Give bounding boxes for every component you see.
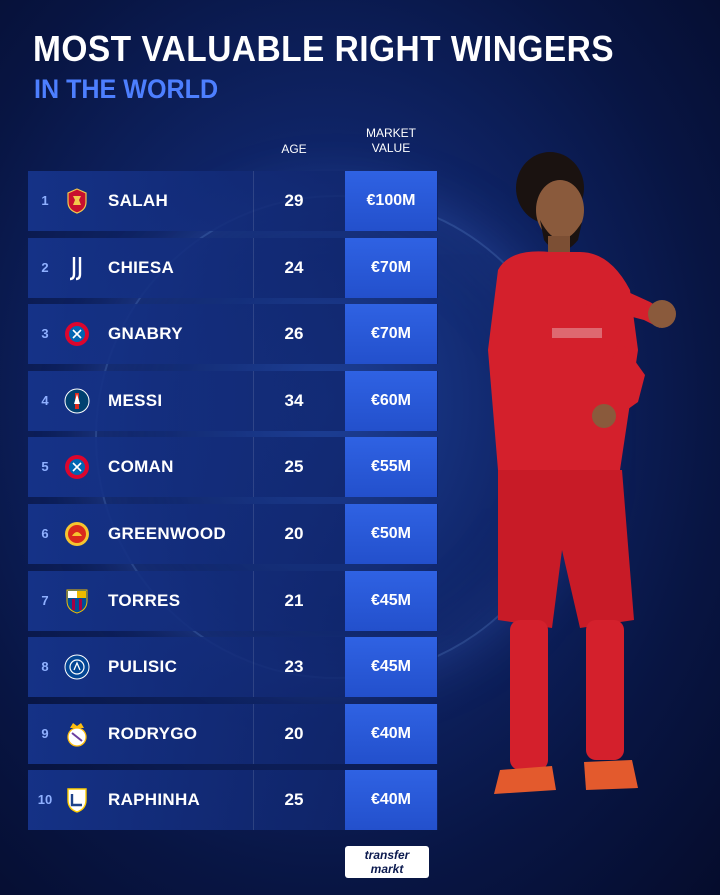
bayern-crest-icon <box>65 322 89 347</box>
row-rank: 8 <box>41 659 49 675</box>
row-market-value: €50M <box>345 503 437 564</box>
row-age: 21 <box>284 590 304 610</box>
row-rank: 6 <box>41 525 49 541</box>
table-row: 1 SALAH 29 €100M <box>28 171 438 231</box>
row-player-name: GNABRY <box>108 324 183 344</box>
row-divider <box>253 703 254 764</box>
row-age: 24 <box>284 257 304 277</box>
row-market-value: €70M <box>345 304 437 365</box>
column-header-market-value-line2: VALUE <box>371 141 411 155</box>
row-market-value: €40M <box>345 703 437 764</box>
row-rank: 1 <box>41 193 49 208</box>
bayern-crest-icon <box>65 455 89 480</box>
row-age: 25 <box>284 457 304 477</box>
brand-line2: markt <box>370 862 404 876</box>
barcelona-crest-icon <box>66 589 88 614</box>
row-market-value: €70M <box>345 237 437 298</box>
column-header-market-value-line1: MARKET <box>365 126 416 140</box>
table-row: 7 TORRES 21 €45M <box>28 570 438 631</box>
psg-crest-icon <box>64 388 90 414</box>
row-market-value: €60M <box>345 370 437 431</box>
row-divider <box>253 770 254 831</box>
row-divider <box>253 570 254 631</box>
transfermarkt-logo: transfer markt <box>345 846 429 878</box>
row-player-name: SALAH <box>108 191 169 210</box>
liverpool-crest-icon <box>67 188 87 214</box>
table-row: 10 RAPHINHA 25 €40M <box>28 770 438 831</box>
column-header-market-value: MARKET VALUE <box>345 126 437 156</box>
row-player-name: TORRES <box>108 590 181 610</box>
table-row: 6 GREENWOOD 20 €50M <box>28 503 438 564</box>
row-divider <box>253 237 254 298</box>
page-title: MOST VALUABLE RIGHT WINGERS <box>33 28 615 69</box>
row-player-name: COMAN <box>108 457 174 477</box>
real-madrid-crest-icon <box>67 722 87 747</box>
row-rank: 5 <box>41 459 49 475</box>
page-subtitle: IN THE WORLD <box>34 74 219 104</box>
row-age: 23 <box>284 657 304 677</box>
row-rank: 7 <box>41 592 49 608</box>
table-row: 4 MESSI 34 €60M <box>28 370 438 431</box>
leeds-crest-icon <box>67 788 87 814</box>
row-player-name: GREENWOOD <box>108 523 226 543</box>
player-photo <box>488 152 676 794</box>
juventus-logo-icon <box>69 256 82 280</box>
row-age: 25 <box>284 790 304 810</box>
row-rank: 3 <box>41 326 49 342</box>
row-player-name: RODRYGO <box>108 723 198 743</box>
row-divider <box>253 370 254 431</box>
column-header-age: AGE <box>281 142 307 156</box>
row-rank: 9 <box>41 725 49 741</box>
row-divider <box>253 171 254 231</box>
table-row: 3 GNABRY 26 €70M <box>28 304 438 365</box>
row-market-value: €100M <box>345 171 437 231</box>
row-age: 20 <box>284 723 304 743</box>
row-market-value: €45M <box>345 637 437 698</box>
row-age: 26 <box>284 324 304 344</box>
row-divider <box>253 437 254 498</box>
row-market-value: €45M <box>345 570 437 631</box>
row-market-value: €40M <box>345 770 437 831</box>
man-united-crest-icon <box>65 521 89 546</box>
ranking-table: 1 SALAH 29 €100M 2 CHIESA 24 €70M 3 GNAB… <box>28 171 438 837</box>
chelsea-crest-icon <box>64 654 90 680</box>
row-player-name: RAPHINHA <box>108 790 201 810</box>
row-divider <box>253 637 254 698</box>
row-player-name: PULISIC <box>108 657 178 677</box>
table-row: 2 CHIESA 24 €70M <box>28 237 438 298</box>
brand-line1: transfer <box>364 848 410 862</box>
row-rank: 4 <box>41 392 49 408</box>
row-rank: 2 <box>41 259 49 275</box>
row-player-name: CHIESA <box>108 257 175 277</box>
row-divider <box>253 503 254 564</box>
row-market-value: €55M <box>345 437 437 498</box>
row-age: 34 <box>284 390 304 410</box>
table-row: 5 COMAN 25 €55M <box>28 437 438 498</box>
row-divider <box>253 304 254 365</box>
table-row: 9 RODRYGO 20 €40M <box>28 703 438 764</box>
row-age: 20 <box>284 523 304 543</box>
row-rank: 10 <box>37 792 53 808</box>
row-player-name: MESSI <box>108 390 163 410</box>
table-row: 8 PULISIC 23 €45M <box>28 637 438 698</box>
row-age: 29 <box>284 191 304 210</box>
